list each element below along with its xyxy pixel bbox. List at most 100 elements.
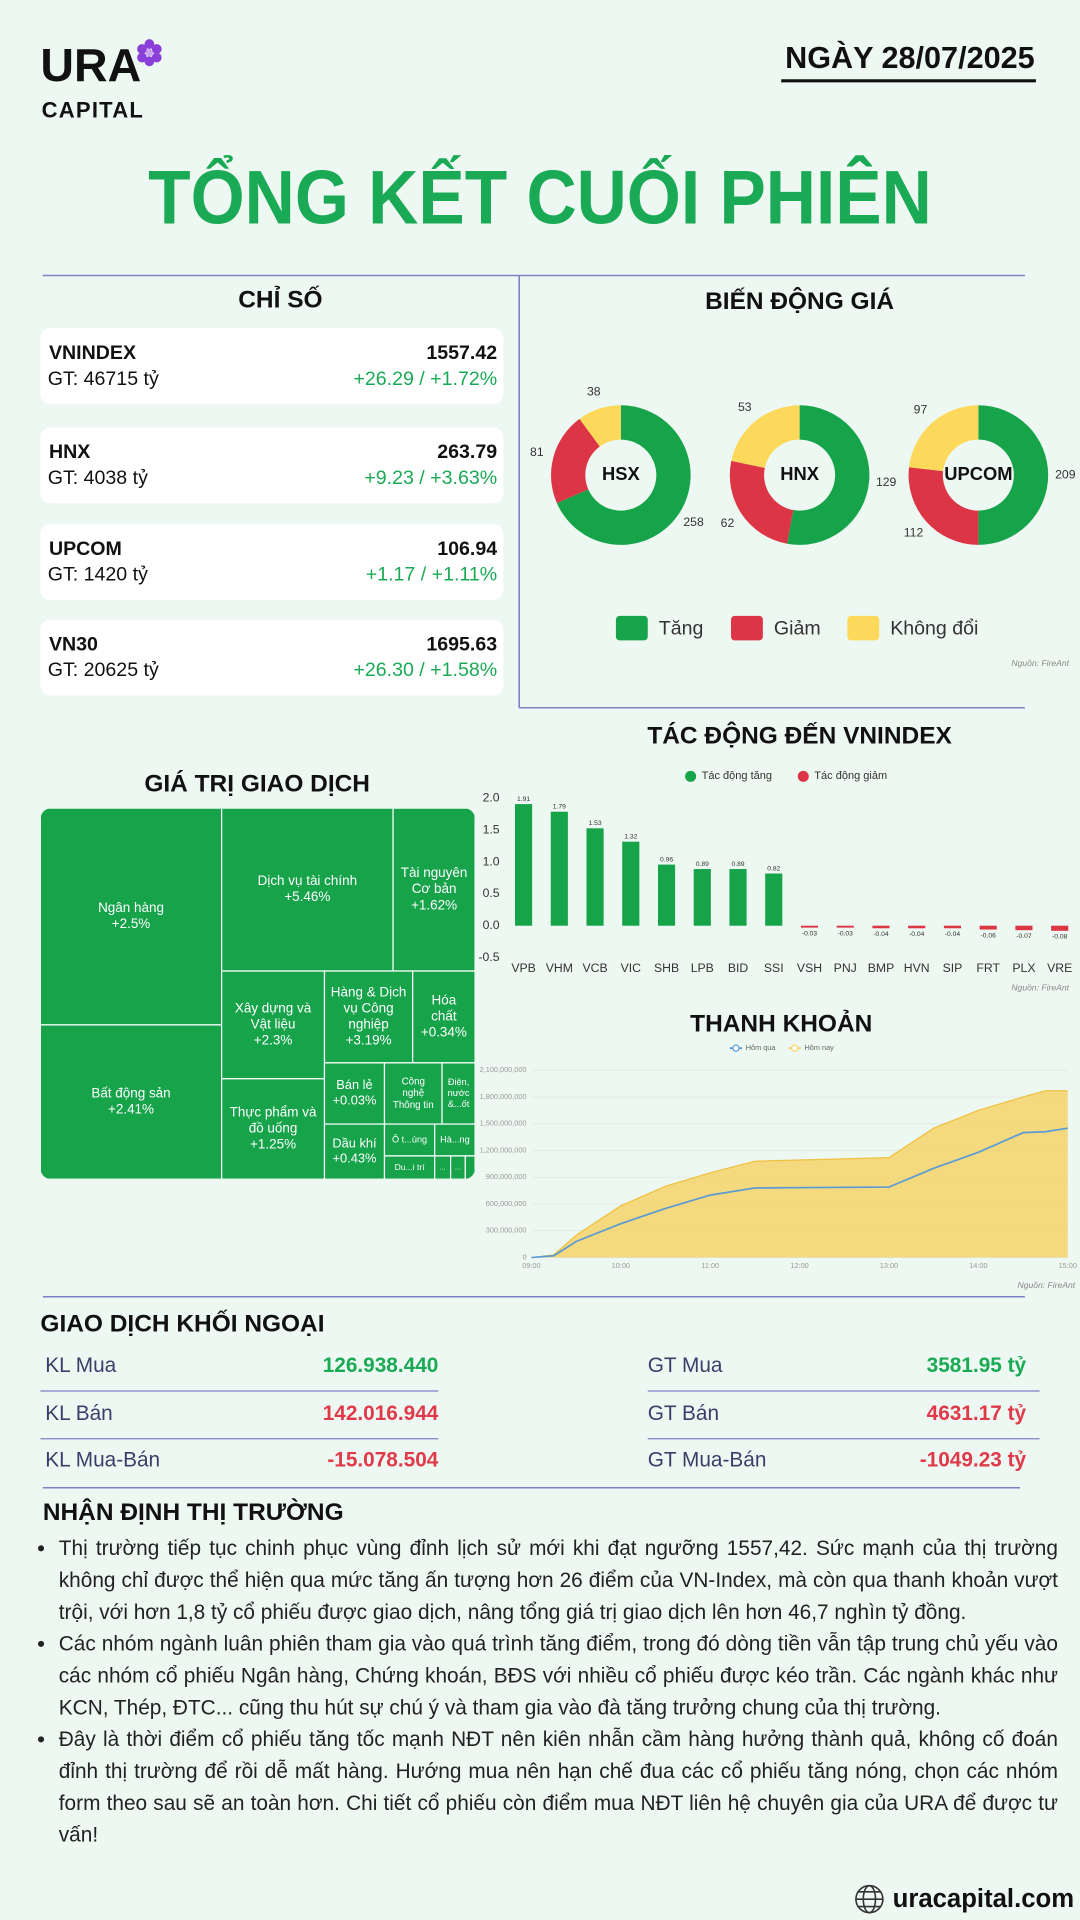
legend-marker xyxy=(791,1044,799,1052)
section-title: GIÁ TRỊ GIAO DỊCH xyxy=(144,769,370,797)
treemap-label: &...ốt xyxy=(448,1099,470,1109)
bar-value-label: 1.53 xyxy=(589,820,602,827)
area-line xyxy=(531,1090,1068,1259)
y-tick-label: 0 xyxy=(522,1252,526,1261)
x-tick-label: BID xyxy=(728,961,749,975)
x-tick-label: 15:00 xyxy=(1059,1261,1077,1270)
index-value: 1557.42 xyxy=(426,342,497,364)
bar-value-label: 0.89 xyxy=(731,861,744,868)
bar xyxy=(693,869,711,926)
foreign-label: KL Mua xyxy=(45,1354,116,1377)
treemap-change: +2.5% xyxy=(112,916,151,931)
treemap-change: +0.43% xyxy=(333,1151,377,1166)
foreign-label: GT Mua-Bán xyxy=(648,1448,767,1471)
bar xyxy=(943,925,962,929)
y-tick-label: 1,800,000,000 xyxy=(480,1092,527,1101)
legend-marker xyxy=(685,770,697,782)
x-tick-label: HVN xyxy=(904,961,930,975)
x-tick-label: 14:00 xyxy=(969,1261,987,1270)
treemap-cell xyxy=(323,1062,386,1125)
treemap-cell xyxy=(383,1123,436,1157)
pie-label: 81 xyxy=(530,445,544,459)
bar-value-label: -0.03 xyxy=(838,931,854,938)
bar-value-label: -0.07 xyxy=(1016,933,1032,940)
bar xyxy=(1051,925,1069,931)
section-title: TÁC ĐỘNG ĐẾN VNINDEX xyxy=(647,722,952,750)
treemap-cell xyxy=(464,1155,476,1180)
treemap-label: Hàng & Dịch xyxy=(331,984,407,999)
bar xyxy=(657,864,676,926)
bar-value-label: 1.32 xyxy=(624,834,637,841)
foreign-label: KL Bán xyxy=(45,1402,112,1425)
pie-slice xyxy=(908,467,979,545)
area xyxy=(531,1090,1068,1258)
treemap-label: Bất động sản xyxy=(91,1086,170,1101)
x-tick-label: FRT xyxy=(976,961,1000,975)
foreign-value: 3581.95 tỷ xyxy=(927,1354,1027,1377)
bar xyxy=(765,873,783,926)
treemap-label: Xây dựng và xyxy=(235,1000,312,1015)
legend-label: Tác động tăng xyxy=(702,770,772,782)
y-tick-label: 300,000,000 xyxy=(486,1226,527,1235)
treemap-label: Hóa xyxy=(432,992,457,1007)
pie-slice xyxy=(556,405,691,545)
bar-value-label: 1.91 xyxy=(517,796,530,803)
foreign-label: GT Bán xyxy=(648,1402,719,1425)
treemap-label: Du...i trí xyxy=(395,1162,426,1172)
pie-slice xyxy=(978,405,1049,545)
x-tick-label: SIP xyxy=(943,961,963,975)
index-turnover: GT: 4038 tỷ xyxy=(48,467,148,489)
treemap-cell xyxy=(40,808,223,1026)
x-tick-label: SHB xyxy=(654,961,679,975)
treemap-label: Điện, xyxy=(448,1077,469,1087)
x-tick-label: VCB xyxy=(582,961,607,975)
legend-marker xyxy=(732,1044,740,1052)
treemap-label: nghiệp xyxy=(348,1017,388,1032)
bar-value-label: 0.89 xyxy=(696,861,709,868)
pie-slice xyxy=(787,405,870,545)
treemap: Ngân hàng+2.5% Bất động sản+2.41% Dịch vụ … xyxy=(40,808,476,1180)
treemap-label: Tài nguyên xyxy=(401,865,468,880)
pie-center-label: UPCOM xyxy=(944,463,1012,484)
bar-value-label: -0.03 xyxy=(802,931,818,938)
x-tick-label: 10:00 xyxy=(612,1261,630,1270)
treemap-label: Vật liệu xyxy=(251,1016,296,1031)
x-tick-label: 12:00 xyxy=(790,1261,808,1270)
index-card xyxy=(40,427,504,504)
x-tick-label: VHM xyxy=(546,961,573,975)
y-tick-label: 900,000,000 xyxy=(486,1172,527,1181)
treemap-label: đồ uống xyxy=(249,1121,298,1136)
section-title: CHỈ SỐ xyxy=(238,285,322,314)
pie-slice xyxy=(731,405,800,468)
bar xyxy=(836,925,854,928)
y-tick-label: 1,500,000,000 xyxy=(480,1119,527,1128)
treemap-label: Cơ bản xyxy=(412,881,457,896)
foreign-value: 126.938.440 xyxy=(323,1354,439,1377)
index-change: +26.29 / +1.72% xyxy=(353,368,497,390)
y-tick-label: 2,100,000,000 xyxy=(480,1065,527,1074)
y-tick-label: 1.0 xyxy=(483,854,500,868)
treemap-change: +1.25% xyxy=(250,1137,296,1152)
y-tick-label: 0.5 xyxy=(483,886,500,900)
x-tick-label: PLX xyxy=(1012,961,1035,975)
treemap-cell xyxy=(323,970,414,1064)
bar xyxy=(1015,925,1033,931)
bar xyxy=(800,925,819,928)
treemap-label: vụ Công xyxy=(344,1000,394,1015)
bar xyxy=(586,828,604,926)
index-card xyxy=(40,619,504,696)
treemap-label: ... xyxy=(455,1162,461,1171)
bar-value-label: 0.82 xyxy=(767,865,780,872)
x-tick-label: 11:00 xyxy=(701,1261,719,1270)
treemap-label: ... xyxy=(440,1162,446,1171)
pie-label: 62 xyxy=(721,516,735,530)
y-tick-label: 2.0 xyxy=(483,791,500,805)
treemap-cell xyxy=(323,1123,386,1180)
x-tick-label: VSH xyxy=(797,961,822,975)
treemap-label: Thông tin xyxy=(393,1100,434,1111)
treemap-cell xyxy=(40,1024,223,1180)
foreign-value: 142.016.944 xyxy=(323,1402,439,1425)
treemap-label: Dịch vụ tài chính xyxy=(258,873,357,888)
